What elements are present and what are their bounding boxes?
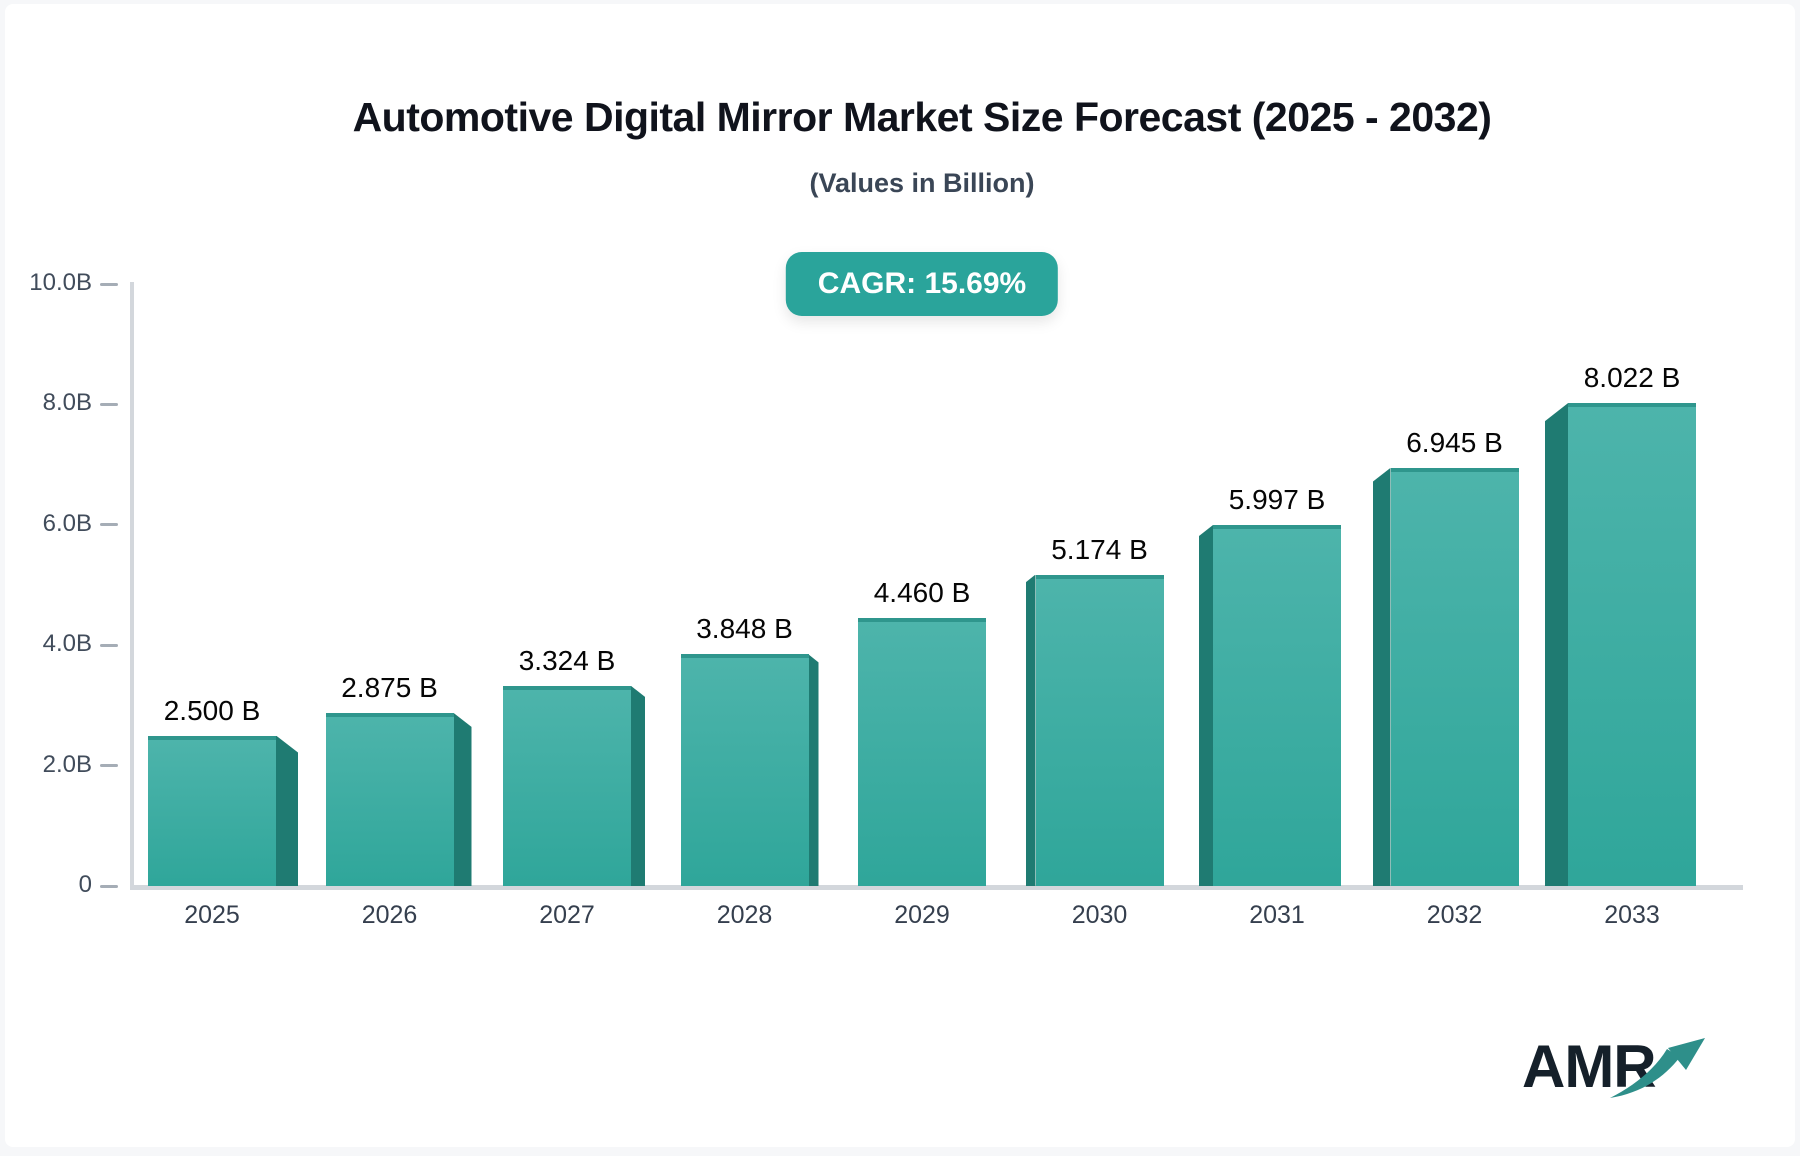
chart-subtitle: (Values in Billion) [809, 168, 1035, 198]
bar-3d-side [631, 685, 645, 886]
y-tick-label: 0 [78, 871, 92, 898]
bar-2027 [503, 685, 631, 886]
bar-3d-side [453, 712, 472, 886]
bar-2028 [680, 654, 809, 886]
bar-value-label: 3.324 B [518, 644, 616, 676]
y-tick-mark [100, 643, 118, 647]
y-tick-mark [100, 282, 118, 286]
y-tick-label: 8.0B [42, 389, 92, 417]
bar-3d-side [1545, 403, 1568, 886]
y-tick-label: 2.0B [42, 750, 92, 778]
bar-2030 [1035, 574, 1164, 886]
bar-value-label: 8.022 B [1583, 362, 1681, 394]
amr-logo: AMR [1522, 1032, 1722, 1112]
chart-title: Automotive Digital Mirror Market Size Fo… [352, 94, 1492, 140]
bar-3d-side [1372, 467, 1391, 886]
x-axis-label-2031: 2031 [1249, 901, 1305, 929]
bar-2031 [1213, 524, 1341, 886]
y-tick-label: 6.0B [42, 509, 92, 537]
bar-value-label: 2.875 B [341, 671, 438, 703]
x-axis-label-2033: 2033 [1604, 901, 1660, 929]
x-axis-line [130, 885, 1743, 890]
bar-value-label: 5.174 B [1051, 533, 1148, 565]
bar-value-label: 6.945 B [1406, 426, 1503, 458]
bar-2025 [148, 735, 276, 886]
bar-2026 [325, 712, 454, 886]
y-tick-mark [100, 884, 118, 888]
x-axis-label-2029: 2029 [894, 901, 950, 929]
bar-2033 [1568, 403, 1696, 886]
bar-2032 [1390, 467, 1519, 886]
growth-arrow-icon [1610, 1038, 1705, 1098]
y-tick-label: 10.0B [29, 269, 92, 296]
y-tick-label: 4.0B [42, 630, 92, 658]
bar-value-label: 4.460 B [873, 576, 971, 608]
y-tick-mark [100, 523, 118, 527]
bar-3d-side [1199, 524, 1213, 886]
x-axis-label-2026: 2026 [361, 901, 418, 929]
x-axis-label-2032: 2032 [1426, 901, 1483, 929]
bar-2029 [858, 617, 986, 886]
bar-3d-side [808, 654, 819, 886]
bar-value-label: 5.997 B [1228, 483, 1326, 515]
x-axis-label-2030: 2030 [1071, 901, 1128, 929]
cagr-badge: CAGR: 15.69% [785, 252, 1059, 316]
bar-3d-side [1025, 574, 1036, 886]
x-axis-label-2028: 2028 [716, 901, 773, 929]
bar-3d-side [276, 735, 298, 886]
x-axis-label-2027: 2027 [539, 901, 595, 929]
bar-value-label: 2.500 B [163, 694, 261, 726]
bar-value-label: 3.848 B [696, 613, 793, 645]
y-axis-line [130, 282, 134, 886]
x-axis-label-2025: 2025 [184, 901, 240, 929]
y-tick-mark [100, 402, 118, 406]
y-tick-mark [100, 764, 118, 768]
